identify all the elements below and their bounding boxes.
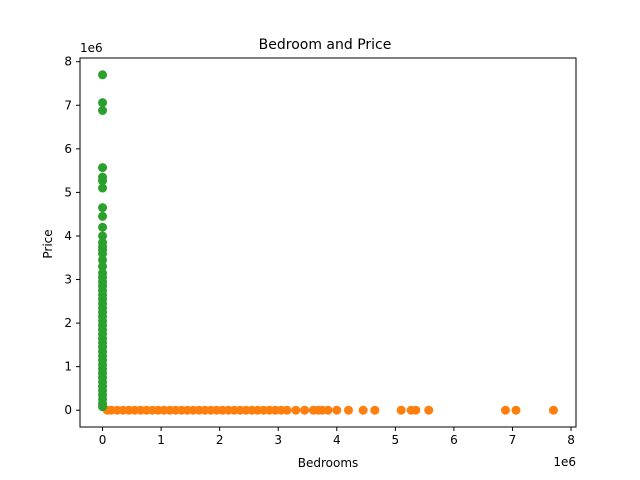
y-tick-label: 6 <box>64 142 72 156</box>
x-tick-label: 2 <box>216 433 224 447</box>
x-tick-label: 6 <box>450 433 458 447</box>
series-1 <box>102 405 558 415</box>
data-point <box>500 405 510 415</box>
plot-frame <box>79 57 577 428</box>
data-point <box>98 255 108 265</box>
data-point <box>98 98 108 108</box>
y-tick-label: 8 <box>64 55 72 69</box>
data-point <box>332 405 342 415</box>
series-2 <box>98 70 108 412</box>
data-point <box>98 231 108 241</box>
x-tick-label: 8 <box>567 433 575 447</box>
data-point <box>98 268 108 278</box>
data-point <box>98 172 108 182</box>
data-point <box>424 405 434 415</box>
x-tick-label: 0 <box>99 433 107 447</box>
data-point <box>511 405 521 415</box>
data-point <box>291 405 301 415</box>
data-point <box>98 105 108 115</box>
y-tick-label: 2 <box>64 316 72 330</box>
x-tick-label: 7 <box>509 433 517 447</box>
x-axis-label: Bedrooms <box>298 456 359 470</box>
data-point <box>343 405 353 415</box>
data-point <box>98 163 108 173</box>
data-point <box>98 211 108 221</box>
chart-title: Bedroom and Price <box>259 37 392 53</box>
data-point <box>323 405 333 415</box>
data-point <box>98 222 108 232</box>
data-point <box>300 405 310 415</box>
y-tick-label: 1 <box>64 360 72 374</box>
y-tick-label: 3 <box>64 273 72 287</box>
data-point <box>548 405 558 415</box>
y-tick-label: 0 <box>64 403 72 417</box>
y-offset-text: 1e6 <box>80 41 103 55</box>
data-point <box>358 405 368 415</box>
data-point <box>411 405 421 415</box>
x-tick-label: 4 <box>333 433 341 447</box>
data-point <box>98 183 108 193</box>
axis-ticks: 0 1 2 3 4 5 6 7 8 0 1 2 3 4 5 6 7 8 <box>64 55 574 447</box>
y-axis-label: Price <box>41 229 55 258</box>
data-point <box>98 203 108 213</box>
data-point <box>98 70 108 80</box>
x-tick-label: 3 <box>274 433 282 447</box>
x-tick-label: 1 <box>157 433 165 447</box>
y-tick-label: 4 <box>64 229 72 243</box>
data-point <box>396 405 406 415</box>
y-tick-label: 7 <box>64 98 72 112</box>
x-offset-text: 1e6 <box>553 455 576 469</box>
y-tick-label: 5 <box>64 185 72 199</box>
data-point <box>98 238 108 247</box>
data-point <box>370 405 380 415</box>
data-points <box>98 70 558 415</box>
data-point <box>98 261 108 271</box>
data-point <box>282 405 292 415</box>
x-tick-label: 5 <box>392 433 400 447</box>
